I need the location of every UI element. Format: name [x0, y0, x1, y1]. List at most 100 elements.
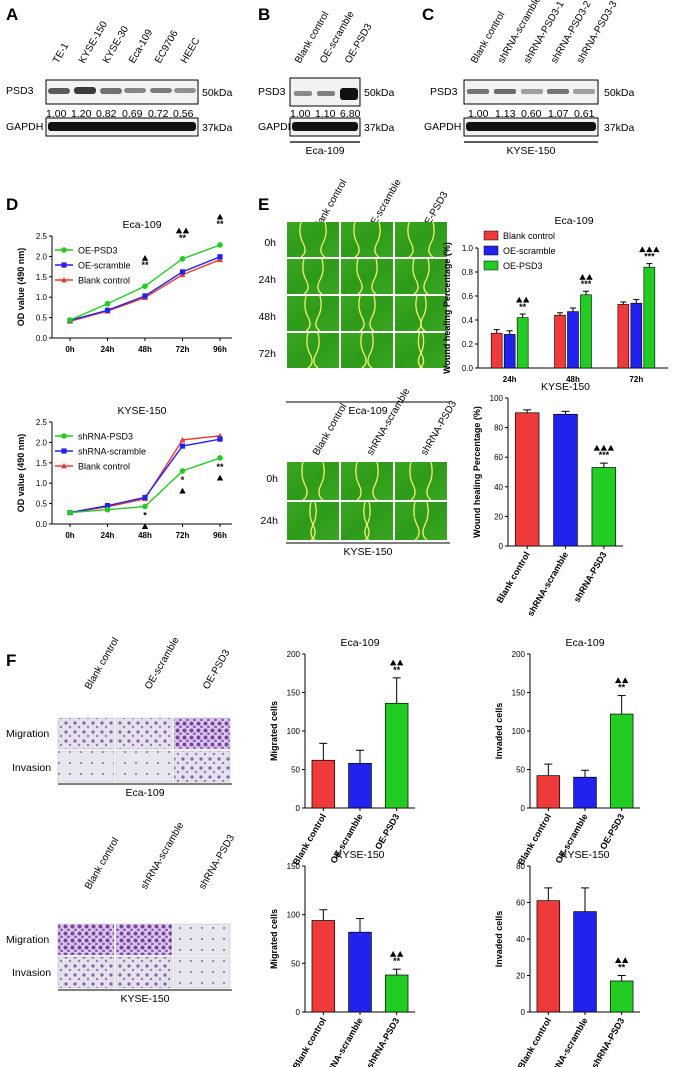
image-cell-line: KYSE-150	[120, 993, 169, 1005]
data-point	[179, 468, 186, 474]
wound-edge-line	[417, 332, 425, 369]
blot-quant-value: 6.80	[340, 108, 361, 120]
wound-edge-line	[356, 258, 363, 295]
blot-kda-label: 37kDa	[202, 122, 233, 134]
image-column-label: shRNA-PSD3	[197, 833, 237, 892]
wound-edge-line	[417, 332, 425, 369]
significance-triangle	[614, 957, 622, 964]
panel-label-a: A	[6, 5, 18, 24]
legend-label: Blank control	[503, 231, 555, 241]
wound-edge-line	[306, 332, 313, 369]
blot-control-label: GAPDH	[258, 121, 295, 133]
significance-triangle	[389, 659, 397, 666]
significance-triangle	[396, 659, 404, 666]
bar	[609, 713, 634, 809]
significance-triangle	[600, 444, 608, 451]
data-point	[217, 455, 223, 461]
wound-edge-line	[358, 295, 365, 332]
blot-quant-value: 0.82	[96, 108, 117, 120]
legend-label: OE-scramble	[503, 246, 556, 256]
bar	[573, 911, 597, 1013]
x-tick-label: 96h	[213, 531, 227, 540]
x-tick-label: 24h	[101, 531, 115, 540]
y-tick-label: 100	[287, 911, 301, 920]
chart-title: KYSE-150	[541, 381, 590, 393]
transwell-images-eca109: Blank control OE-scramble OE-PSD3 Migrat…	[6, 635, 233, 799]
significance-triangle	[515, 296, 523, 303]
image-row-label: Migration	[6, 934, 49, 946]
image-row-label: 24h	[260, 515, 278, 527]
y-axis-label: Wound healing Percentage (%)	[472, 406, 482, 538]
legend-swatch	[483, 245, 499, 256]
legend-swatch	[483, 230, 499, 241]
transwell-micrograph	[57, 717, 115, 750]
lane-label: Eca-109	[127, 27, 155, 65]
wound-edge-line	[320, 221, 327, 258]
y-tick-label: 0.0	[36, 334, 48, 343]
wound-edge-line	[369, 295, 376, 332]
y-tick-label: 0.4	[462, 316, 474, 325]
x-tick-label: 96h	[213, 345, 227, 354]
bar	[609, 980, 634, 1013]
chart-title: KYSE-150	[335, 849, 384, 861]
bar	[384, 702, 409, 809]
line-chart-D1: Eca-109 0.0 0.5 1.0 1.5 2.0 2.5 OD value (490 n…	[16, 213, 232, 354]
bar	[536, 900, 561, 1013]
significance-stars: **	[179, 233, 187, 243]
wound-images-eca109: Blank control OE-scramble OE-PSD3 0h 24h…	[258, 177, 450, 417]
legend-label: OE-PSD3	[78, 246, 118, 256]
y-axis-label: OD value (490 nm)	[16, 434, 26, 513]
legend-label: Blank control	[78, 462, 130, 472]
significance-triangle	[389, 950, 397, 957]
x-tick-label: Blank control	[516, 812, 553, 867]
wound-edge-line	[302, 258, 309, 295]
image-cell-line: KYSE-150	[343, 546, 392, 558]
y-tick-label: 50	[291, 959, 300, 968]
significance-stars: **	[618, 683, 626, 693]
wound-micrograph	[341, 502, 393, 540]
image-row-label: 0h	[264, 237, 276, 249]
image-column-label: Blank control	[311, 402, 349, 458]
wound-edge-line	[426, 461, 433, 501]
blot-control-band	[48, 122, 196, 131]
data-point	[142, 293, 148, 299]
wound-micrograph	[287, 502, 339, 540]
blot-quant-value: 0.69	[122, 108, 143, 120]
significance-stars: **	[216, 219, 224, 229]
y-tick-label: 0	[521, 1008, 526, 1017]
blot-b: Blank control OE-scramble OE-PSD3 PSD3 5…	[258, 9, 395, 157]
bar	[516, 317, 529, 369]
transwell-micrograph	[173, 923, 231, 956]
wound-edge-line	[374, 221, 381, 258]
blot-quant-value: 1.20	[71, 108, 92, 120]
image-cell-line: Eca-109	[348, 405, 387, 417]
y-tick-label: 150	[287, 862, 301, 871]
bar	[643, 266, 656, 369]
y-tick-label: 0.2	[462, 340, 474, 349]
image-column-label: Blank control	[83, 836, 121, 892]
transwell-micrograph	[173, 717, 231, 750]
significance-stars: **	[618, 963, 626, 973]
bar-chart-E1: Eca-109 0.0 0.2 0.4 0.6 0.8 1.0 Wound healing P…	[442, 215, 668, 384]
y-tick-label: 150	[287, 689, 301, 698]
blot-quant-value: 1.00	[46, 108, 67, 120]
bar	[580, 294, 592, 369]
blot-kda-label: 50kDa	[364, 87, 395, 99]
legend-marker	[61, 247, 67, 253]
significance-triangle	[216, 213, 224, 220]
data-point	[104, 300, 111, 307]
legend-swatch	[483, 260, 499, 271]
image-row-label: Invasion	[12, 967, 51, 979]
transwell-micrograph	[57, 956, 115, 989]
wound-edge-line	[371, 258, 378, 295]
wound-edge-line	[304, 295, 311, 332]
y-tick-label: 0.0	[36, 520, 48, 529]
wound-edge-line	[360, 332, 367, 369]
wound-edge-line	[412, 258, 419, 295]
wound-edge-line	[315, 295, 322, 332]
bar	[311, 759, 336, 809]
data-point	[179, 436, 186, 443]
wound-edge-line	[415, 295, 422, 332]
significance-stars: **	[216, 462, 224, 472]
bar	[567, 311, 579, 369]
